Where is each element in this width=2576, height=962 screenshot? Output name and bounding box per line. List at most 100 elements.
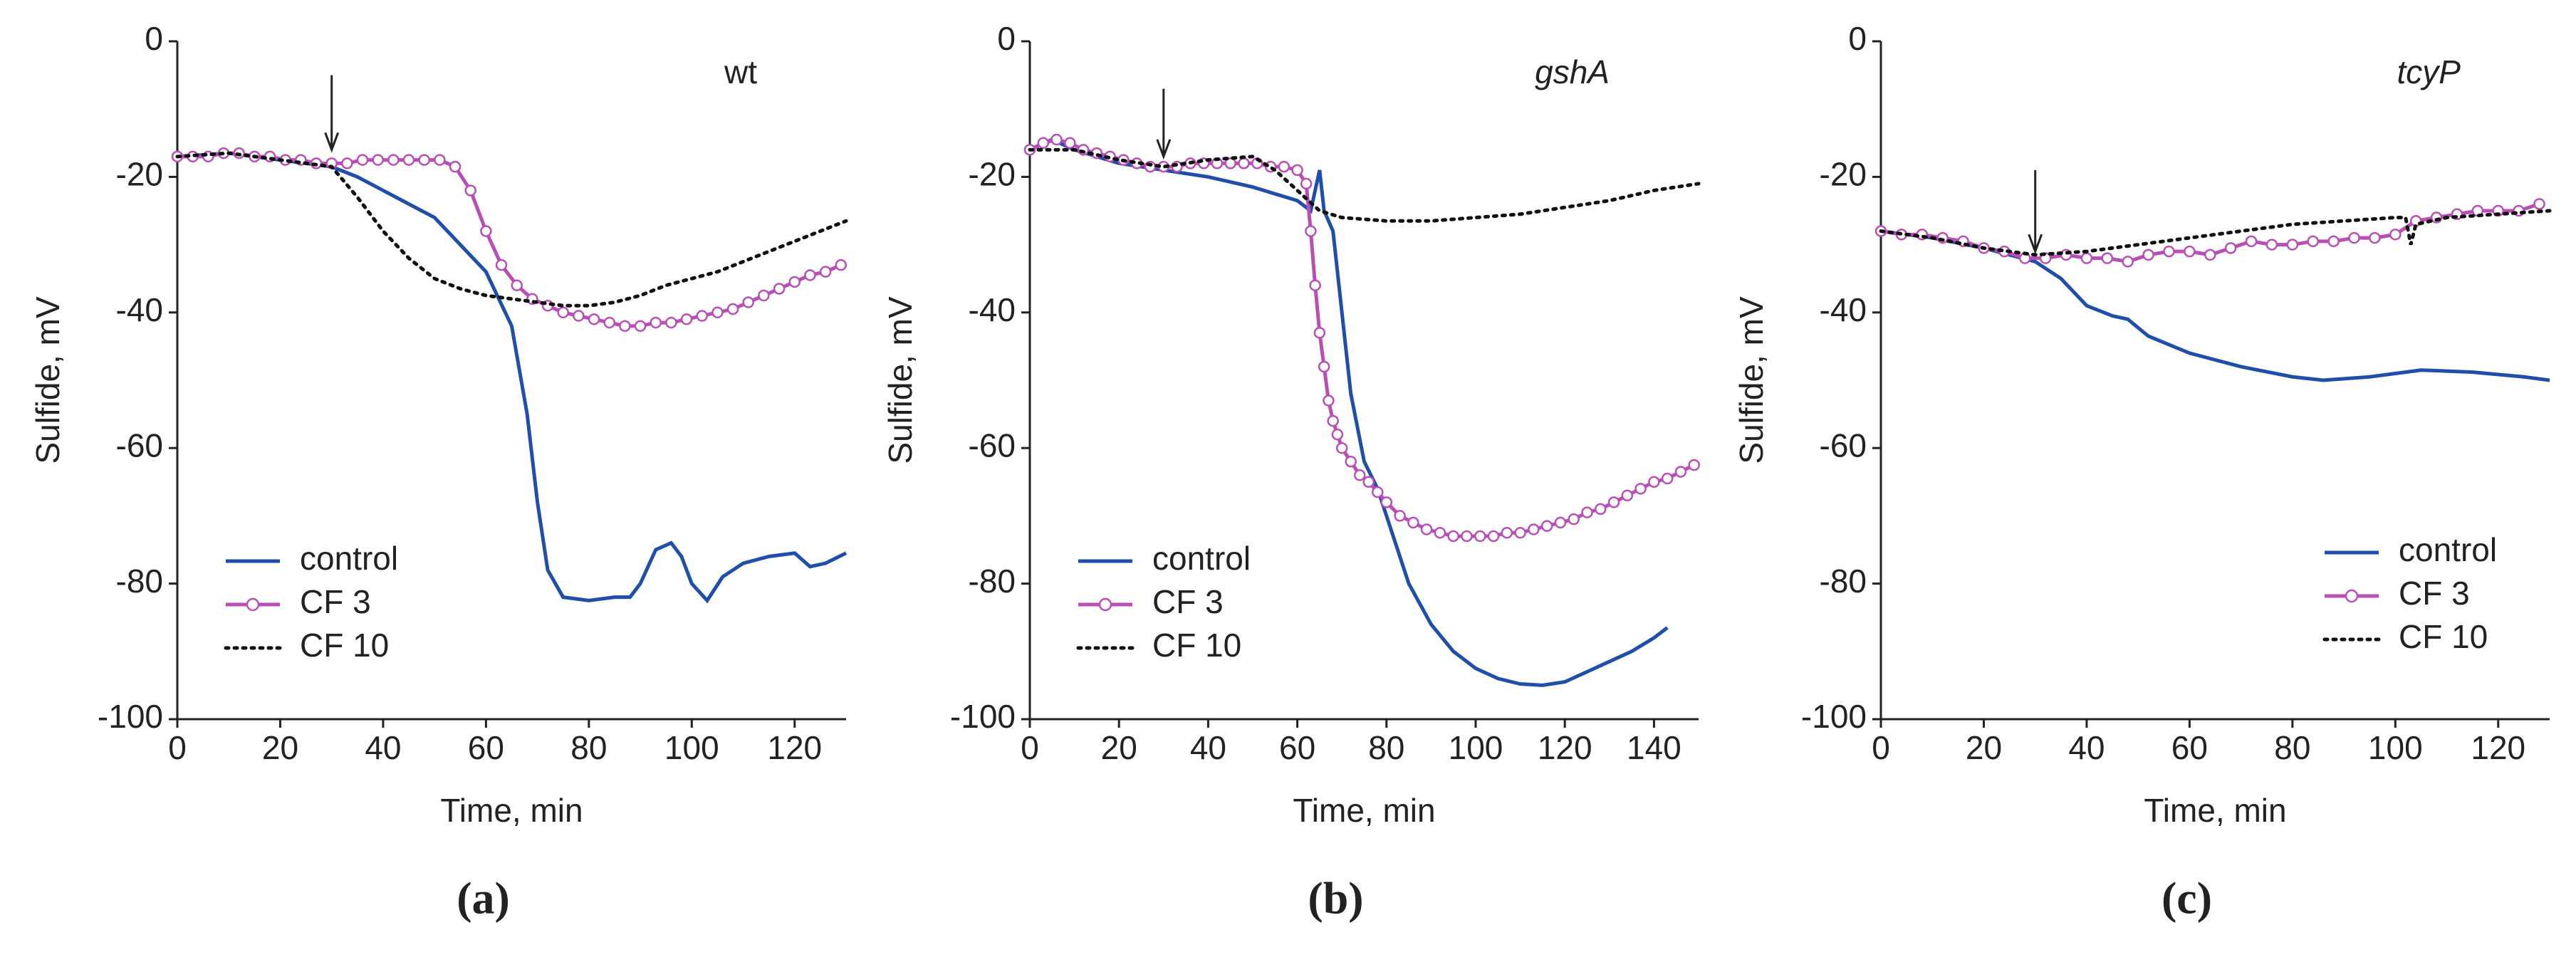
data-point <box>2080 252 2093 264</box>
y-tick-label: -80 <box>969 563 1016 600</box>
y-axis-label: Sulfide, mV <box>882 296 919 464</box>
legend-label: CF 10 <box>300 627 389 664</box>
x-tick-label: 60 <box>1279 729 1315 766</box>
x-tick-label: 60 <box>2171 729 2208 766</box>
data-point <box>1661 472 1674 485</box>
series-line <box>1028 147 1701 223</box>
caption: (a) <box>457 873 510 924</box>
data-point <box>1568 513 1580 526</box>
data-point <box>1380 496 1393 508</box>
x-tick-label: 80 <box>1368 729 1404 766</box>
data-point <box>2224 242 2237 254</box>
x-tick-label: 100 <box>1449 729 1503 766</box>
data-point <box>2327 235 2340 248</box>
y-tick-label: -20 <box>1820 156 1867 193</box>
data-point <box>650 316 662 329</box>
series-line <box>1028 137 1669 687</box>
y-tick-label: 0 <box>1848 20 1867 57</box>
legend-label: control <box>1152 540 1251 577</box>
x-tick-label: 120 <box>767 729 822 766</box>
x-tick-label: 120 <box>2471 729 2525 766</box>
data-point <box>742 296 755 308</box>
data-point <box>1318 360 1330 373</box>
data-point <box>1238 157 1250 169</box>
x-tick-label: 40 <box>1190 729 1226 766</box>
x-tick-label: 40 <box>2068 729 2105 766</box>
data-point <box>1461 530 1473 543</box>
data-point <box>680 313 693 325</box>
x-axis-label: Time, min <box>440 792 583 829</box>
series-line <box>1879 209 2552 257</box>
x-tick-label: 60 <box>468 729 504 766</box>
data-point <box>1372 486 1384 498</box>
data-point <box>1447 530 1459 543</box>
data-point <box>387 154 400 166</box>
data-point <box>819 266 832 278</box>
y-tick-label: -40 <box>116 291 163 328</box>
y-tick-label: -60 <box>969 427 1016 464</box>
x-tick-label: 0 <box>1021 729 1039 766</box>
panel-title: wt <box>724 53 757 90</box>
data-point <box>1335 441 1348 454</box>
x-tick-label: 0 <box>168 729 187 766</box>
legend-label: CF 3 <box>1152 583 1224 620</box>
panel-title: gshA <box>1535 53 1610 90</box>
y-tick-label: -100 <box>98 698 163 735</box>
data-point <box>2369 231 2381 244</box>
data-point <box>1345 455 1357 468</box>
data-point <box>418 154 430 166</box>
data-point <box>1540 520 1553 532</box>
data-point <box>511 279 523 291</box>
y-axis-label: Sulfide, mV <box>29 296 66 464</box>
data-point <box>1309 279 1321 291</box>
legend-label: CF 10 <box>1152 627 1241 664</box>
y-tick-label: 0 <box>997 20 1016 57</box>
data-point <box>788 276 801 288</box>
y-tick-label: -20 <box>116 156 163 193</box>
data-point <box>773 283 786 295</box>
arrow <box>324 75 340 153</box>
legend-label: control <box>2399 531 2497 568</box>
y-tick-label: -40 <box>1820 291 1867 328</box>
data-point <box>1305 225 1317 237</box>
data-point <box>711 306 724 319</box>
y-tick-label: -20 <box>969 156 1016 193</box>
y-tick-label: -60 <box>116 427 163 464</box>
data-point <box>2307 235 2319 248</box>
y-tick-label: -40 <box>969 291 1016 328</box>
data-point <box>603 316 615 329</box>
data-point <box>835 258 848 271</box>
data-point <box>341 157 353 169</box>
data-point <box>2265 239 2278 251</box>
x-tick-label: 0 <box>1872 729 1890 766</box>
data-point <box>1300 177 1313 190</box>
x-tick-label: 140 <box>1627 729 1681 766</box>
data-point <box>464 184 476 197</box>
data-point <box>1407 516 1419 529</box>
legend-label: control <box>300 540 398 577</box>
x-tick-label: 20 <box>1101 729 1137 766</box>
data-point <box>1327 414 1339 427</box>
data-point <box>2122 256 2134 268</box>
data-point <box>1420 523 1433 535</box>
data-point <box>1313 327 1326 339</box>
data-point <box>557 306 569 319</box>
data-point <box>1323 394 1335 407</box>
data-point <box>1528 523 1540 535</box>
x-tick-label: 40 <box>365 729 401 766</box>
data-point <box>1291 164 1303 177</box>
data-point <box>402 154 415 166</box>
data-point <box>2204 249 2216 261</box>
caption: (b) <box>1308 873 1363 924</box>
legend-label: CF 3 <box>300 583 371 620</box>
series-line <box>175 151 848 308</box>
data-point <box>1331 428 1344 441</box>
data-point <box>804 269 816 281</box>
legend-label: CF 10 <box>2399 618 2488 655</box>
data-point <box>2101 252 2114 264</box>
data-point <box>2245 235 2258 248</box>
data-point <box>1487 530 1500 543</box>
x-tick-label: 120 <box>1538 729 1592 766</box>
